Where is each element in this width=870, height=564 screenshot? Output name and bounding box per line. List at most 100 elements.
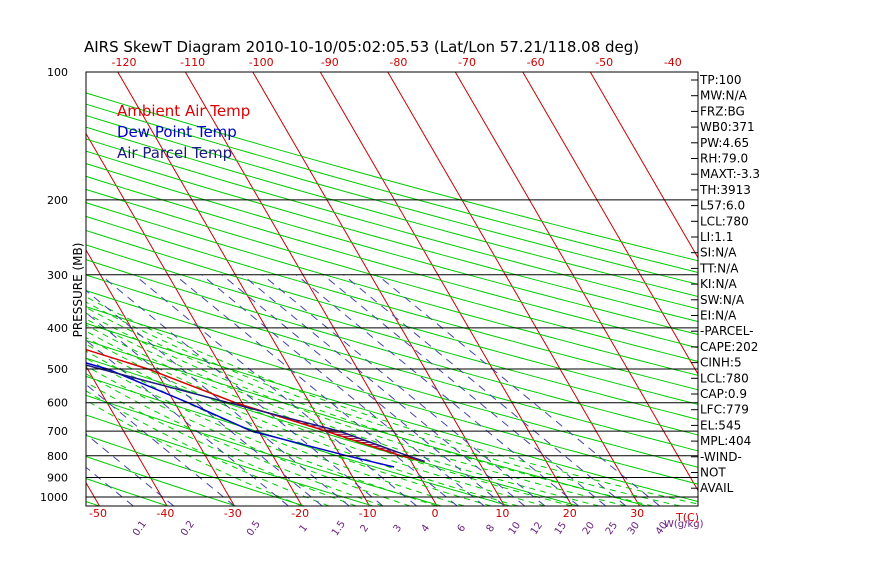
bottom-temp-tick-label: 0 xyxy=(432,507,439,520)
mixing-ratio-line xyxy=(221,274,505,506)
chart-title: AIRS SkewT Diagram 2010-10-10/05:02:05.5… xyxy=(84,38,639,56)
top-temp-tick-label: -60 xyxy=(527,56,545,69)
pressure-tick-label: 1000 xyxy=(40,491,68,504)
moist-adiabat-line xyxy=(86,373,384,506)
pressure-tick-label: 400 xyxy=(47,322,68,335)
dry-adiabat-line xyxy=(86,434,305,506)
bottom-temp-tick-label: 20 xyxy=(563,507,577,520)
dry-adiabat-line xyxy=(86,259,698,436)
dry-adiabat-line xyxy=(86,274,698,452)
dry-adiabat-line xyxy=(86,394,442,506)
mixing-ratio-line xyxy=(86,339,289,506)
mixing-ratio-line xyxy=(262,274,546,506)
dry-adiabat-line xyxy=(86,290,698,468)
mixing-ratio-line xyxy=(376,274,661,506)
pressure-tick-label: 200 xyxy=(47,194,68,207)
side-panel-item: MW:N/A xyxy=(700,89,748,103)
side-panel-item: NOT xyxy=(700,466,726,480)
mixing-ratio-tick-label: 30 xyxy=(626,520,642,537)
top-temp-tick-label: -70 xyxy=(458,56,476,69)
isotherm-line xyxy=(589,72,698,259)
side-panel-item: RH:79.0 xyxy=(700,152,748,166)
dry-adiabat-line xyxy=(0,72,31,506)
moist-adiabat-line xyxy=(86,350,465,506)
pressure-tick-label: 100 xyxy=(47,66,68,79)
mixing-ratio-tick-label: 20 xyxy=(581,520,597,537)
side-panel-item: CAPE:202 xyxy=(700,340,758,354)
moist-adiabat-line xyxy=(86,318,600,506)
side-panel-item: FRZ:BG xyxy=(700,104,745,118)
side-panel-item: EL:545 xyxy=(700,418,741,432)
series-line-2 xyxy=(86,364,425,463)
side-panel-item: SW:N/A xyxy=(700,293,745,307)
side-panel-item: LCL:780 xyxy=(700,371,749,385)
isotherm-line xyxy=(454,72,698,492)
moist-adiabat-line xyxy=(86,296,698,505)
mixing-ratio-tick-label: 1 xyxy=(298,523,311,535)
isotherm-line xyxy=(86,248,235,506)
side-panel-item: AVAIL xyxy=(700,481,734,495)
bottom-temp-tick-label: -20 xyxy=(291,507,309,520)
dry-adiabat-line xyxy=(86,188,698,362)
mixing-ratio-tick-label: 1.5 xyxy=(330,519,348,538)
bottom-temp-tick-label: -30 xyxy=(224,507,242,520)
plot-frame xyxy=(85,71,699,507)
side-panel-item: LCL:780 xyxy=(700,214,749,228)
side-panel-item: L57:6.0 xyxy=(700,199,745,213)
isotherm-line xyxy=(117,72,370,506)
dry-adiabat-line xyxy=(86,244,698,420)
side-panel-item: PW:4.65 xyxy=(700,136,749,150)
isotherm-line xyxy=(387,72,640,506)
moist-adiabat-line xyxy=(86,365,411,506)
side-panel-item: TT:N/A xyxy=(699,261,739,275)
mixing-ratio-tick-label: 3 xyxy=(392,523,405,535)
moist-adiabat-line xyxy=(86,324,573,506)
mixing-ratio-line xyxy=(241,274,526,506)
moist-adiabat-line xyxy=(86,312,627,506)
mixing-ratio-line xyxy=(133,274,418,506)
side-panel-item: KI:N/A xyxy=(700,277,737,291)
legend-entry: Ambient Air Temp xyxy=(117,102,250,120)
y-axis-label: PRESSURE (MB) xyxy=(71,243,85,338)
side-panel-item: CINH:5 xyxy=(700,356,742,370)
pressure-tick-label: 300 xyxy=(47,269,68,282)
moist-adiabat-line xyxy=(86,390,330,506)
isotherm-line xyxy=(522,72,698,376)
dry-adiabat-line xyxy=(86,322,698,503)
dry-adiabat-line xyxy=(86,215,698,391)
top-temp-tick-label: -90 xyxy=(321,56,339,69)
mixing-ratio-tick-label: 12 xyxy=(529,520,545,537)
isotherm-line xyxy=(184,72,438,506)
mixing-ratio-line xyxy=(295,274,580,506)
dry-adiabat-line xyxy=(86,455,237,506)
mixing-ratio-line xyxy=(174,274,458,506)
moist-adiabat-line xyxy=(86,357,438,506)
mixing-ratio-tick-label: 2 xyxy=(359,523,372,535)
top-temp-tick-label: -40 xyxy=(664,56,682,69)
moist-adiabat-line xyxy=(86,306,654,506)
mixing-ratio-tick-label: 6 xyxy=(456,523,469,535)
dry-adiabat-line xyxy=(86,306,698,485)
side-panel-item: MPL:404 xyxy=(700,434,751,448)
mixing-ratio-tick-label: 4 xyxy=(420,523,433,535)
moist-adiabat-line xyxy=(86,399,303,506)
mixing-ratio-tick-label: 15 xyxy=(553,520,569,537)
mixing-ratio-tick-label: 0.5 xyxy=(245,519,263,538)
side-panel-item: -WIND- xyxy=(700,450,742,464)
dry-adiabat-line xyxy=(86,375,510,506)
bottom-temp-tick-label: -10 xyxy=(359,507,377,520)
mixing-ratio-line xyxy=(322,274,607,506)
top-temp-tick-label: -80 xyxy=(389,56,407,69)
mixing-ratio-unit: W(g/kg) xyxy=(664,519,704,530)
bottom-temp-tick-label: -40 xyxy=(156,507,174,520)
mixing-ratio-tick-label: 25 xyxy=(604,520,620,537)
isotherm-line xyxy=(252,72,505,506)
dry-adiabat-line xyxy=(86,414,374,506)
mixing-ratio-tick-label: 0.2 xyxy=(179,519,197,538)
side-panel-item: TP:100 xyxy=(699,73,742,87)
dry-adiabat-line xyxy=(86,92,698,262)
mixing-ratio-line xyxy=(86,433,175,506)
mixing-ratio-line xyxy=(343,274,627,506)
